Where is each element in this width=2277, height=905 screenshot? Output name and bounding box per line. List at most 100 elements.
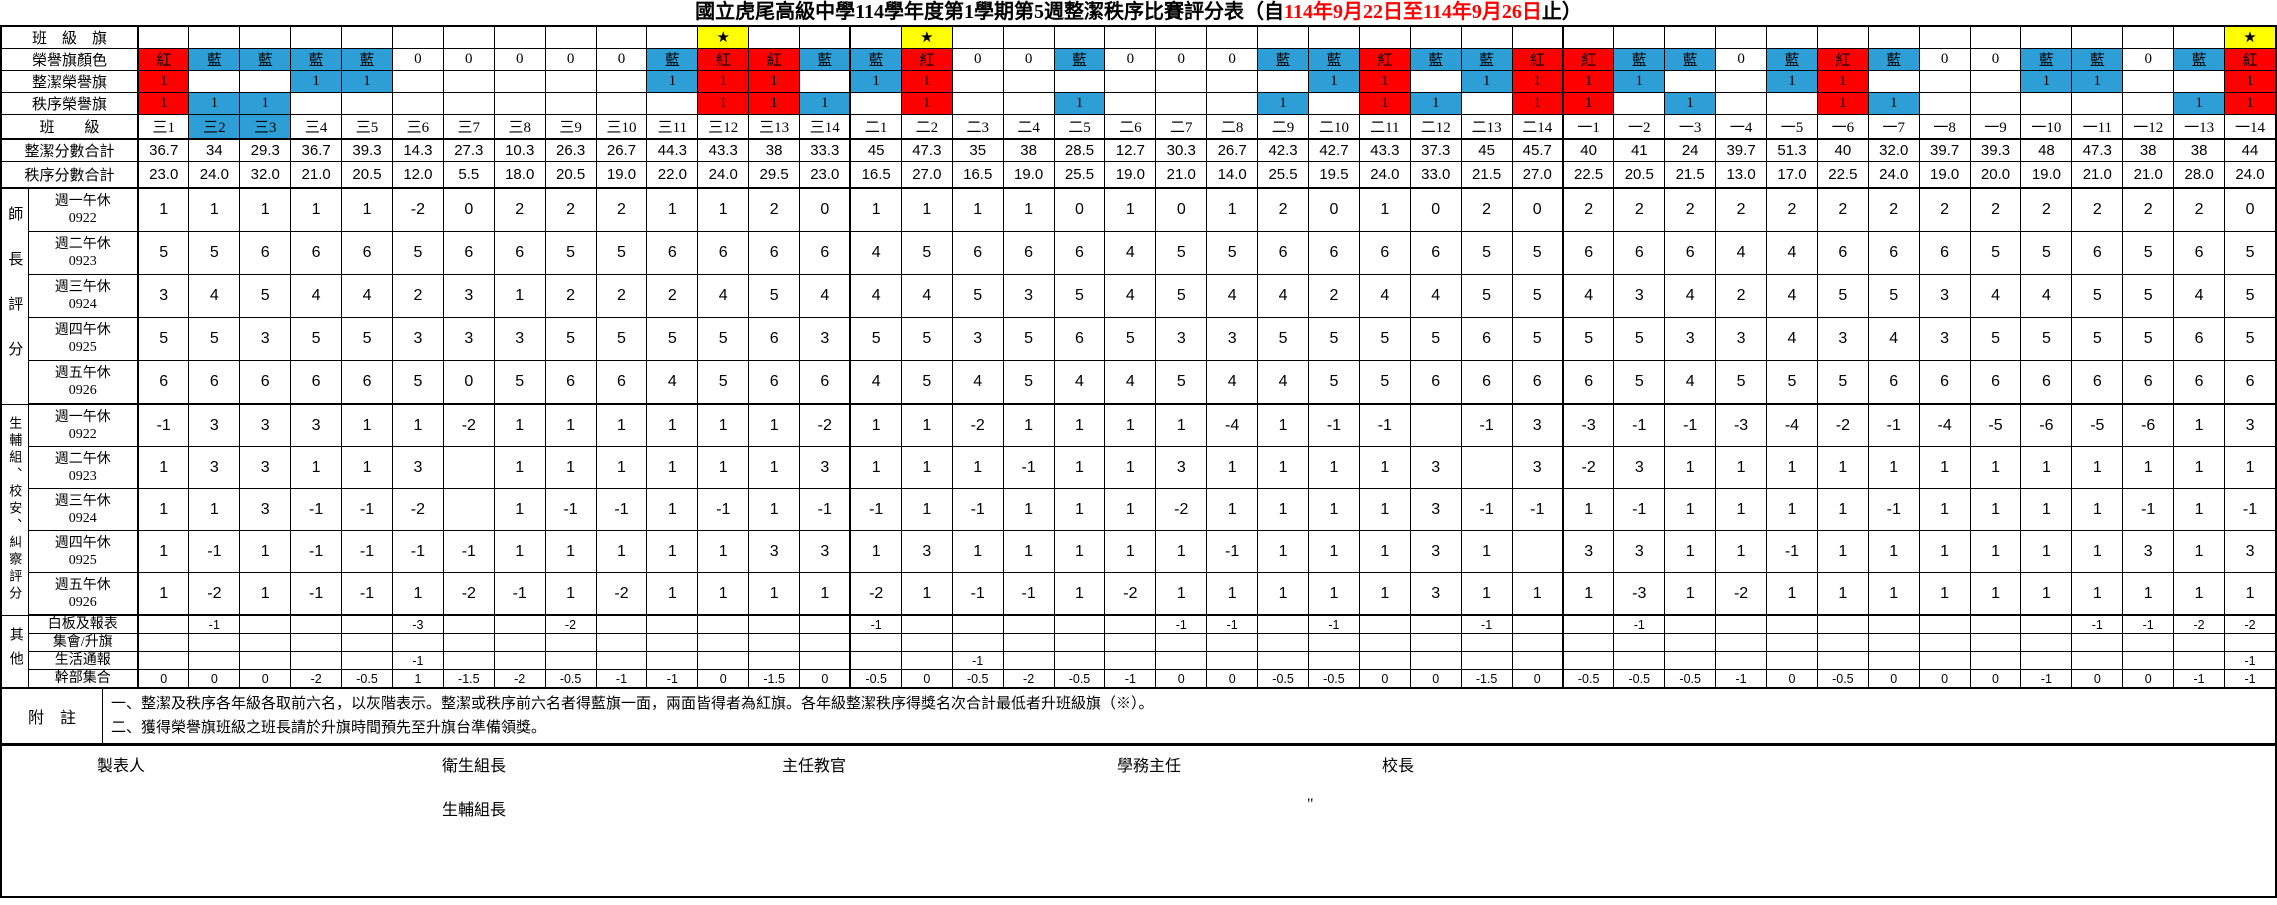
score-cell: -3 <box>391 614 444 634</box>
order-total-cell: 22.5 <box>1816 161 1869 189</box>
score-cell: 0 <box>1206 669 1259 689</box>
clean-total-cell: 12.7 <box>1104 138 1157 162</box>
note-line-2: 二、獲得榮譽旗班級之班長請於升旗時間預先至升旗台準備領獎。 <box>111 720 547 736</box>
score-cell: 0 <box>799 669 852 689</box>
score-cell: 6 <box>799 231 852 275</box>
score-cell: -2 <box>290 669 343 689</box>
class-name-cell: 一14 <box>2224 114 2277 140</box>
score-cell: 4 <box>1053 360 1106 405</box>
clean-flag-cell: 1 <box>1358 70 1411 93</box>
class-flag-cell <box>849 25 902 49</box>
flag-color-cell: 藍 <box>2020 48 2073 71</box>
signature-block: 製表人 衛生組長 主任教官 學務主任 校長 生輔組長 " <box>0 745 2277 898</box>
clean-flag-cell <box>1918 70 1971 93</box>
class-flag-cell <box>1358 25 1411 49</box>
clean-flag-cell: 1 <box>137 70 190 93</box>
score-cell: 3 <box>2224 530 2277 573</box>
score-cell: 1 <box>951 530 1004 573</box>
table-row: 生活通報 -1 -1 -1 <box>1 651 2277 670</box>
sub-row-label: 週一午休 0922 <box>27 187 140 232</box>
score-cell: 5 <box>1409 317 1462 361</box>
score-cell: 1 <box>1257 446 1309 489</box>
group-label-cell: 其他 <box>0 614 29 689</box>
score-cell: 1 <box>1969 572 2022 616</box>
score-cell: 2 <box>493 187 546 232</box>
score-cell <box>1766 651 1818 670</box>
score-cell <box>1155 633 1208 652</box>
class-name-cell: 二14 <box>1511 114 1564 140</box>
score-cell: 0 <box>2122 669 2175 689</box>
order-flag-cell <box>849 92 902 115</box>
score-cell: 3 <box>239 403 292 447</box>
order-total-cell: 24.0 <box>1358 161 1411 189</box>
score-cell <box>1409 633 1462 652</box>
score-cell: 1 <box>2020 572 2073 616</box>
score-cell: 5 <box>1308 360 1360 405</box>
order-total-cell: 21.5 <box>1460 161 1513 189</box>
table-row: 其他 白板及報表 -1 -3 -2 -1 -1 -1 -1 -1 -1 -1 -1 -2 -2 <box>0 614 2277 689</box>
score-cell: -1 <box>595 488 648 531</box>
table-row: 秩序榮譽旗 1 1 1 1 1 1 1 1 1 1 1 1 1 1 1 1 1 1 <box>0 92 2277 115</box>
score-cell: 1 <box>1002 403 1055 447</box>
score-cell: 6 <box>2173 231 2226 275</box>
score-cell: -2 <box>2173 614 2226 634</box>
order-flag-cell: 1 <box>1053 92 1106 115</box>
score-cell: -1 <box>1308 614 1360 634</box>
order-flag-cell <box>391 92 444 115</box>
class-flag-star-cell: ★ <box>697 25 750 49</box>
score-cell: 1 <box>1206 446 1259 489</box>
score-cell: 6 <box>1918 231 1971 275</box>
score-cell: -1 <box>1104 669 1157 689</box>
class-name-cell: 二10 <box>1308 114 1360 140</box>
class-name-cell: 二7 <box>1155 114 1208 140</box>
score-cell <box>1155 651 1208 670</box>
score-cell <box>1002 633 1055 652</box>
score-cell: 0 <box>442 360 495 405</box>
score-cell: -2 <box>1155 488 1208 531</box>
score-cell <box>290 651 343 670</box>
score-cell: 1 <box>1308 446 1360 489</box>
score-cell <box>1816 651 1869 670</box>
score-cell: 3 <box>442 274 495 318</box>
score-cell: 3 <box>188 403 241 447</box>
score-cell: 0 <box>799 187 852 232</box>
clean-total-cell: 51.3 <box>1766 138 1818 162</box>
flag-color-cell: 藍 <box>188 48 241 71</box>
order-flag-cell: 1 <box>799 92 852 115</box>
score-cell: 1 <box>1104 488 1157 531</box>
score-cell: -2 <box>442 403 495 447</box>
order-flag-cell: 1 <box>137 92 190 115</box>
score-cell: 6 <box>748 231 801 275</box>
score-cell: -2 <box>188 572 241 616</box>
class-name-cell: 二3 <box>951 114 1004 140</box>
order-total-cell: 24.0 <box>2224 161 2277 189</box>
score-cell: 1 <box>1002 187 1055 232</box>
score-cell <box>697 633 750 652</box>
score-cell: -2 <box>391 488 444 531</box>
class-name-cell: 一7 <box>1867 114 1920 140</box>
score-cell <box>1104 614 1157 634</box>
score-cell: 5 <box>748 274 801 318</box>
score-cell <box>849 651 902 670</box>
class-flag-cell <box>748 25 801 49</box>
score-cell: 3 <box>799 530 852 573</box>
clean-flag-cell <box>391 70 444 93</box>
order-flag-cell: 1 <box>900 92 953 115</box>
score-cell: 4 <box>1358 274 1411 318</box>
score-cell: -0.5 <box>1562 669 1615 689</box>
score-cell: -2 <box>1715 572 1768 616</box>
order-total-cell: 20.5 <box>544 161 597 189</box>
score-cell: 6 <box>341 231 393 275</box>
flag-color-cell: 0 <box>442 48 495 71</box>
score-cell: 6 <box>2173 317 2226 361</box>
score-cell <box>1206 633 1259 652</box>
score-cell: 1 <box>900 187 953 232</box>
class-name-cell: 三12 <box>697 114 750 140</box>
flag-color-cell: 藍 <box>1409 48 1462 71</box>
score-cell: 0 <box>1155 669 1208 689</box>
score-cell: -1 <box>290 572 343 616</box>
score-cell: 4 <box>1104 274 1157 318</box>
score-cell <box>646 614 699 634</box>
score-cell: 1 <box>849 446 902 489</box>
score-cell: 5 <box>646 317 699 361</box>
